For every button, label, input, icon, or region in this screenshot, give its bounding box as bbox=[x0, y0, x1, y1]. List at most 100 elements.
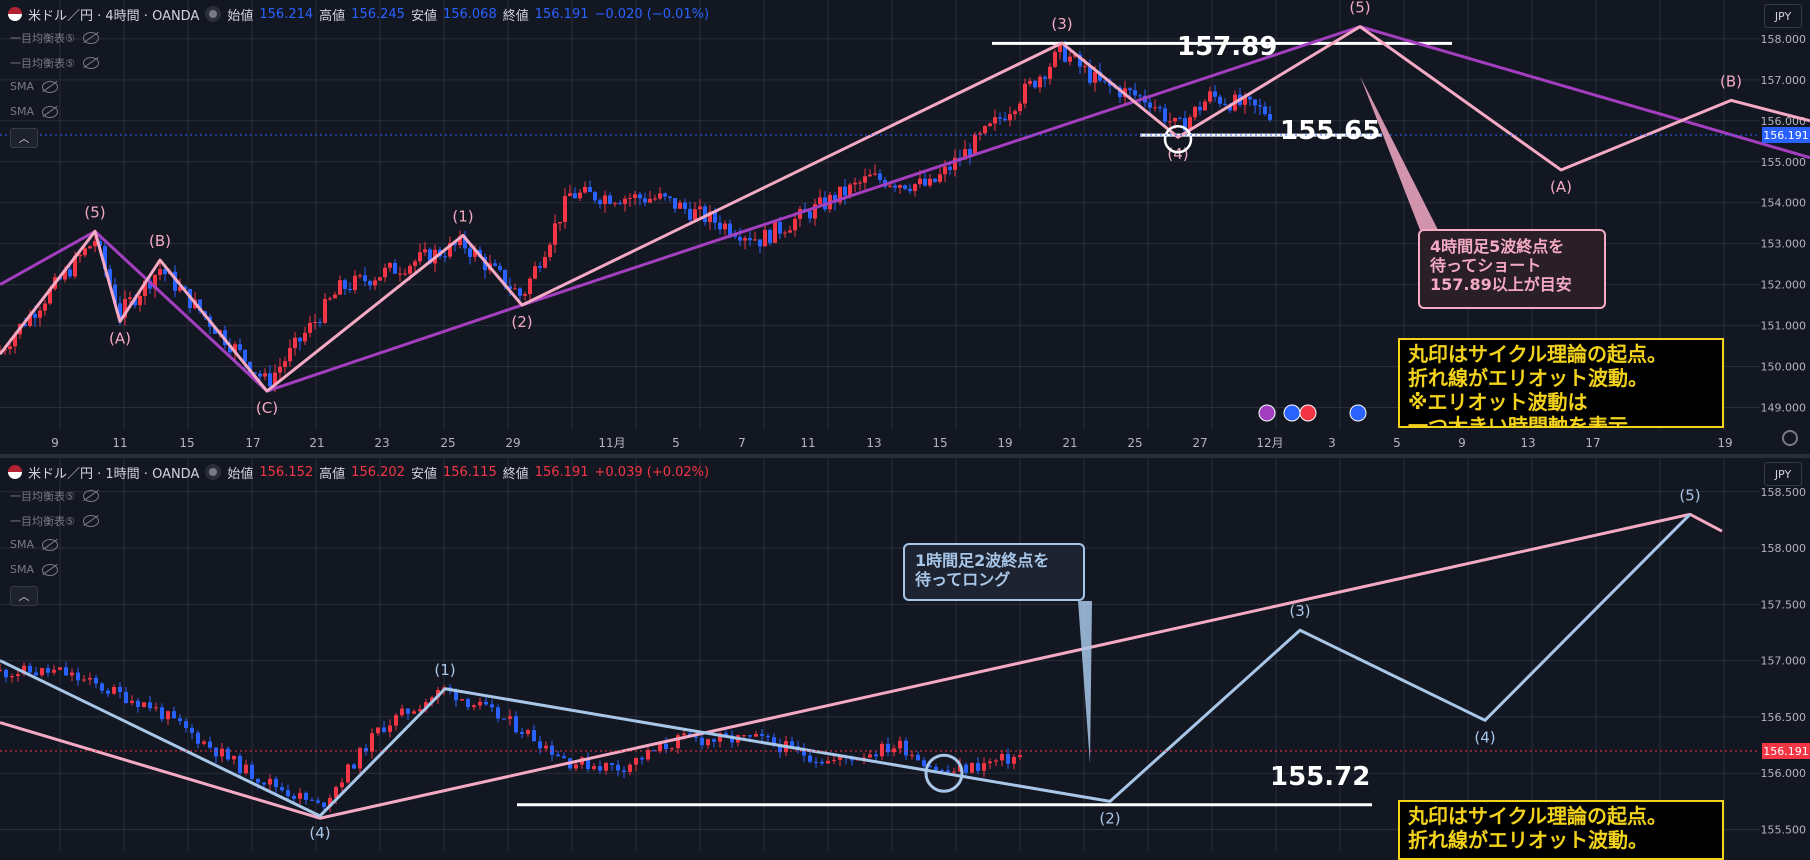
y-tick-label: 153.000 bbox=[1761, 238, 1807, 251]
candle-body bbox=[262, 782, 266, 785]
candle-body bbox=[578, 192, 582, 199]
candle-body bbox=[970, 763, 974, 773]
candle-body bbox=[1243, 96, 1247, 105]
indicator-row[interactable]: SMA bbox=[10, 563, 58, 576]
candle-body bbox=[333, 294, 337, 299]
hidden-eye-icon[interactable] bbox=[42, 538, 58, 551]
candle-body bbox=[628, 764, 632, 772]
collapse-legend-button[interactable]: ︿ bbox=[10, 128, 38, 148]
hidden-eye-icon[interactable] bbox=[42, 563, 58, 576]
candle-body bbox=[328, 298, 332, 300]
candle-body bbox=[574, 764, 578, 769]
candle-body bbox=[293, 337, 297, 348]
candle-body bbox=[394, 715, 398, 726]
currency-button[interactable]: JPY bbox=[1764, 462, 1802, 486]
candle-body bbox=[4, 669, 8, 678]
hidden-eye-icon[interactable] bbox=[82, 57, 99, 69]
candle-body bbox=[818, 197, 822, 205]
y-tick-label: 156.000 bbox=[1761, 767, 1807, 780]
legend-4h: 米ドル／円 · 4時間 · OANDA 始値 156.214 高値 156.245 … bbox=[8, 5, 709, 24]
symbol-title[interactable]: 米ドル／円 · 1時間 · OANDA bbox=[28, 466, 200, 482]
candle-body bbox=[994, 760, 998, 762]
candle-body bbox=[1228, 104, 1232, 111]
indicator-row[interactable]: 一目均衡表⑤ bbox=[10, 55, 99, 71]
hidden-eye-icon[interactable] bbox=[42, 105, 58, 118]
candle-body bbox=[678, 202, 682, 209]
candle-body bbox=[243, 349, 247, 362]
candle-body bbox=[1158, 107, 1162, 109]
cycle-start-circle bbox=[1163, 124, 1193, 154]
indicator-row[interactable]: SMA bbox=[10, 80, 58, 93]
candle-body bbox=[202, 741, 206, 744]
candle-body bbox=[352, 764, 356, 769]
candle-body bbox=[268, 373, 272, 387]
candle-body bbox=[130, 700, 134, 703]
hidden-eye-icon[interactable] bbox=[82, 515, 99, 527]
candle-body bbox=[184, 721, 188, 728]
y-tick-label: 150.000 bbox=[1761, 361, 1807, 374]
candle-body bbox=[508, 716, 512, 719]
candle-body bbox=[853, 182, 857, 185]
symbol-title[interactable]: 米ドル／円 · 4時間 · OANDA bbox=[28, 8, 200, 24]
candle-body bbox=[98, 241, 102, 246]
candle-body bbox=[558, 221, 562, 224]
event-marker-icon bbox=[1283, 404, 1301, 422]
candle-body bbox=[593, 192, 597, 201]
indicator-row[interactable]: SMA bbox=[10, 105, 58, 118]
indicator-row[interactable]: SMA bbox=[10, 538, 58, 551]
candle-body bbox=[850, 757, 854, 761]
pane-divider[interactable] bbox=[0, 454, 1810, 458]
candle-body bbox=[918, 178, 922, 185]
candle-body bbox=[556, 754, 560, 757]
candle-body bbox=[820, 761, 824, 764]
chart-pane-4h[interactable]: 158.000 157.000 156.000 155.000 154.000 153.0… bbox=[0, 0, 1810, 454]
candle-body bbox=[728, 223, 732, 235]
candle-body bbox=[148, 702, 152, 709]
currency-button[interactable]: JPY bbox=[1764, 4, 1802, 28]
chart-pane-1h[interactable]: 158.500 158.000 157.500 157.000 156.500 156.0… bbox=[0, 458, 1810, 860]
candle-body bbox=[778, 744, 782, 753]
candle-body bbox=[754, 734, 758, 737]
candle-body bbox=[538, 741, 542, 749]
candle-body bbox=[568, 193, 572, 197]
candle-body bbox=[538, 266, 542, 268]
indicator-row[interactable]: 一目均衡表⑤ bbox=[10, 30, 99, 46]
candle-body bbox=[652, 750, 656, 752]
candle-body bbox=[793, 218, 797, 231]
hidden-eye-icon[interactable] bbox=[82, 32, 99, 44]
eye-icon[interactable] bbox=[205, 6, 222, 22]
indicator-row[interactable]: 一目均衡表⑤ bbox=[10, 513, 99, 529]
candle-body bbox=[418, 709, 422, 712]
candle-body bbox=[573, 193, 577, 199]
x-tick-label: 19 bbox=[997, 436, 1012, 450]
collapse-legend-button[interactable]: ︿ bbox=[10, 586, 38, 606]
candle-body bbox=[682, 733, 686, 736]
hidden-eye-icon[interactable] bbox=[42, 80, 58, 93]
candle-body bbox=[23, 323, 27, 326]
settings-gear-icon[interactable] bbox=[1782, 430, 1798, 446]
candle-body bbox=[1253, 99, 1257, 106]
candle-body bbox=[1033, 80, 1037, 88]
candle-body bbox=[738, 236, 742, 241]
candle-body bbox=[892, 748, 896, 753]
candle-body bbox=[670, 748, 674, 750]
chart-canvas-1h[interactable]: 158.500 158.000 157.500 157.000 156.500 156.0… bbox=[0, 458, 1810, 852]
candle-body bbox=[46, 668, 50, 673]
elliott-line-blue bbox=[0, 513, 1692, 818]
x-tick-label: 25 bbox=[1127, 436, 1142, 450]
candle-body bbox=[664, 743, 668, 750]
candle-body bbox=[886, 743, 890, 753]
hidden-eye-icon[interactable] bbox=[82, 490, 99, 502]
candle-body bbox=[676, 735, 680, 749]
candle-body bbox=[346, 764, 350, 783]
candle-body bbox=[663, 193, 667, 197]
y-tick-label: 154.000 bbox=[1761, 197, 1807, 210]
candle-body bbox=[628, 197, 632, 199]
candle-body bbox=[286, 790, 290, 796]
candle-body bbox=[550, 745, 554, 755]
candle-body bbox=[226, 748, 230, 760]
candle-body bbox=[22, 665, 26, 675]
indicator-row[interactable]: 一目均衡表⑤ bbox=[10, 488, 99, 504]
eye-icon[interactable] bbox=[205, 464, 222, 480]
candle-body bbox=[118, 303, 122, 318]
